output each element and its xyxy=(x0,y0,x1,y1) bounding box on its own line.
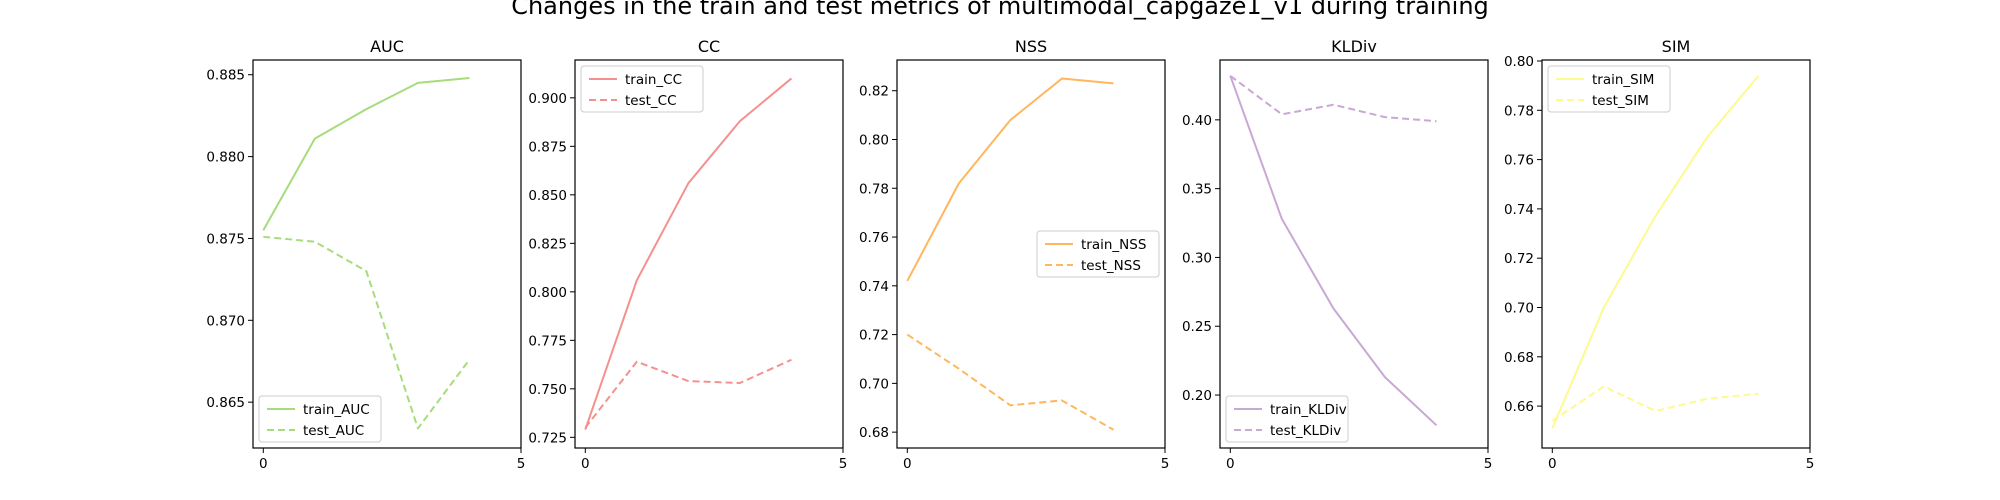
legend: train_CC test_CC xyxy=(580,65,704,113)
axes-frame xyxy=(1541,59,1811,449)
legend-label: test_NSS xyxy=(1081,258,1141,274)
y-tick-label: 0.72 xyxy=(1504,251,1534,267)
legend: train_SIM test_SIM xyxy=(1547,65,1671,113)
legend-label: train_NSS xyxy=(1081,237,1146,253)
panel-title: SIM xyxy=(1662,37,1691,56)
panel-title: CC xyxy=(698,37,720,56)
y-tick-label: 0.70 xyxy=(859,376,889,392)
legend-label: test_KLDiv xyxy=(1270,423,1341,439)
x-tick-label: 0 xyxy=(259,456,268,472)
y-tick-label: 0.76 xyxy=(859,230,889,246)
y-tick-label: 0.76 xyxy=(1504,153,1534,169)
x-tick-label: 5 xyxy=(1161,456,1170,472)
x-tick-label: 0 xyxy=(1226,456,1235,472)
legend: train_NSS test_NSS xyxy=(1036,230,1160,278)
legend-label: test_SIM xyxy=(1592,93,1649,109)
legend-label: train_AUC xyxy=(303,402,370,418)
y-tick-label: 0.74 xyxy=(1504,202,1534,218)
axes-frame xyxy=(896,59,1166,449)
legend-label: train_SIM xyxy=(1592,72,1654,88)
x-tick-label: 5 xyxy=(1806,456,1815,472)
x-tick-label: 5 xyxy=(1484,456,1493,472)
y-tick-label: 0.78 xyxy=(859,181,889,197)
series-line-train_KLDiv xyxy=(1229,75,1438,427)
y-tick-label: 0.78 xyxy=(1504,103,1534,119)
y-tick-label: 0.880 xyxy=(206,150,245,166)
series-line-train_CC xyxy=(584,77,793,430)
y-tick-label: 0.40 xyxy=(1182,113,1212,129)
y-tick-label: 0.80 xyxy=(1504,54,1534,70)
y-tick-label: 0.850 xyxy=(528,188,567,204)
axes-frame xyxy=(1219,59,1489,449)
x-tick-label: 0 xyxy=(581,456,590,472)
y-tick-label: 0.875 xyxy=(206,231,245,247)
series-line-test_SIM xyxy=(1551,385,1759,422)
panel-title: AUC xyxy=(370,37,404,56)
chart-panel-kldiv: KLDiv 0.20 0.25 0.30 0.35 0.40 0 5 train_KLDivte… xyxy=(1182,37,1492,472)
y-tick-label: 0.825 xyxy=(528,236,567,252)
y-tick-label: 0.800 xyxy=(528,285,567,301)
legend: train_KLDiv test_KLDiv xyxy=(1225,395,1349,443)
y-tick-label: 0.725 xyxy=(528,430,567,446)
series-line-test_KLDiv xyxy=(1229,75,1437,123)
y-tick-label: 0.68 xyxy=(1504,350,1534,366)
y-tick-label: 0.775 xyxy=(528,333,567,349)
y-tick-label: 0.80 xyxy=(859,133,889,149)
y-tick-label: 0.900 xyxy=(528,91,567,107)
series-line-train_AUC xyxy=(262,77,470,231)
y-tick-label: 0.25 xyxy=(1182,319,1212,335)
y-tick-label: 0.82 xyxy=(859,84,889,100)
y-tick-label: 0.72 xyxy=(859,328,889,344)
legend: train_AUC test_AUC xyxy=(258,395,382,443)
axes-frame xyxy=(252,59,522,449)
legend-label: test_CC xyxy=(625,93,677,109)
y-tick-label: 0.875 xyxy=(528,139,567,155)
panel-title: KLDiv xyxy=(1331,37,1377,56)
y-tick-label: 0.870 xyxy=(206,313,245,329)
y-tick-label: 0.30 xyxy=(1182,250,1212,266)
chart-panel-nss: NSS 0.68 0.70 0.72 0.74 0.76 0.78 0.80 0.82 0 5 tra… xyxy=(859,37,1169,472)
figure-title: Changes in the train and test metrics of… xyxy=(511,0,1489,20)
x-tick-label: 5 xyxy=(517,456,526,472)
y-tick-label: 0.68 xyxy=(859,425,889,441)
series-line-train_SIM xyxy=(1551,75,1760,429)
series-line-test_NSS xyxy=(906,333,1114,431)
y-tick-label: 0.885 xyxy=(206,68,245,84)
y-tick-label: 0.750 xyxy=(528,382,567,398)
y-tick-label: 0.20 xyxy=(1182,388,1212,404)
y-tick-label: 0.74 xyxy=(859,279,889,295)
chart-panel-sim: SIM 0.66 0.68 0.70 0.72 0.74 0.76 0.78 0.80 0 5 tra… xyxy=(1504,37,1814,472)
y-tick-label: 0.35 xyxy=(1182,182,1212,198)
axes-frame xyxy=(574,59,844,449)
series-line-test_AUC xyxy=(263,235,471,430)
series-line-test_CC xyxy=(584,358,792,429)
legend-label: train_KLDiv xyxy=(1270,402,1347,418)
panel-title: NSS xyxy=(1015,37,1047,56)
y-tick-label: 0.70 xyxy=(1504,300,1534,316)
chart-panel-cc: CC 0.725 0.750 0.775 0.800 0.825 0.850 0.875 0.9… xyxy=(528,37,847,472)
x-tick-label: 5 xyxy=(839,456,848,472)
legend-label: test_AUC xyxy=(303,423,364,439)
y-tick-label: 0.66 xyxy=(1504,399,1534,415)
y-tick-label: 0.865 xyxy=(206,395,245,411)
x-tick-label: 0 xyxy=(1548,456,1557,472)
x-tick-label: 0 xyxy=(903,456,912,472)
legend-label: train_CC xyxy=(625,72,682,88)
series-line-train_NSS xyxy=(906,77,1114,282)
